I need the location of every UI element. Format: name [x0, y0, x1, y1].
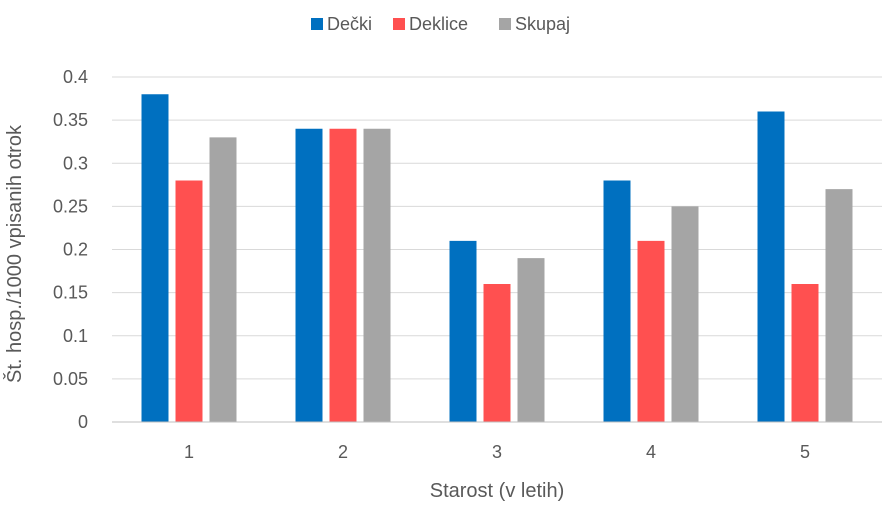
x-tick-label: 3: [492, 442, 502, 462]
bar-skupaj-4: [671, 206, 699, 422]
x-tick-label: 1: [184, 442, 194, 462]
x-tick-label: 4: [646, 442, 656, 462]
y-tick-label: 0.3: [63, 153, 88, 173]
bar-dečki-4: [603, 180, 631, 422]
x-tick-label: 2: [338, 442, 348, 462]
bar-dečki-3: [449, 240, 477, 422]
legend-swatch-deklice: [393, 18, 405, 30]
bars: [141, 94, 853, 422]
legend-label: Dečki: [327, 14, 372, 34]
y-axis-title: Št. hosp./1000 vpisanih otrok: [3, 124, 26, 383]
y-tick-label: 0.05: [53, 369, 88, 389]
x-tick-label: 5: [800, 442, 810, 462]
bar-deklice-3: [483, 284, 511, 422]
bar-dečki-1: [141, 94, 169, 422]
bar-dečki-5: [757, 111, 785, 422]
y-tick-label: 0.15: [53, 283, 88, 303]
bar-skupaj-5: [825, 189, 853, 422]
y-tick-label: 0.35: [53, 110, 88, 130]
x-axis-title: Starost (v letih): [430, 480, 564, 502]
y-tick-label: 0.4: [63, 67, 88, 87]
legend-label: Deklice: [409, 14, 468, 34]
bar-skupaj-1: [209, 137, 237, 422]
bar-deklice-2: [329, 128, 357, 422]
bar-skupaj-3: [517, 258, 545, 422]
y-tick-label: 0.1: [63, 326, 88, 346]
bar-skupaj-2: [363, 128, 391, 422]
legend-swatch-skupaj: [499, 18, 511, 30]
bar-deklice-5: [791, 284, 819, 422]
bar-deklice-1: [175, 180, 203, 422]
y-tick-label: 0.2: [63, 240, 88, 260]
bar-deklice-4: [637, 240, 665, 422]
legend: Dečki Deklice Skupaj: [311, 14, 570, 34]
legend-swatch-dečki: [311, 18, 323, 30]
bar-dečki-2: [295, 128, 323, 422]
axes: 0 0.05 0.1 0.15 0.2 0.25 0.3 0.35 0.4 1 2 3 4 5: [53, 67, 882, 462]
legend-label: Skupaj: [515, 14, 570, 34]
y-tick-label: 0.25: [53, 196, 88, 216]
y-tick-label: 0: [78, 412, 88, 432]
